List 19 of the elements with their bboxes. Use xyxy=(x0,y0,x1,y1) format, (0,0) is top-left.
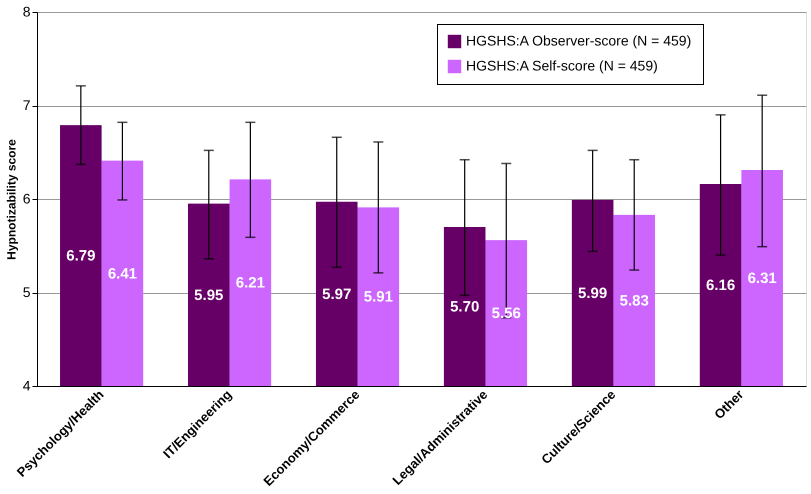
data-label: 5.83 xyxy=(620,292,649,310)
y-tick-label: 4 xyxy=(22,378,31,394)
legend-label: HGSHS:A Self-score (N = 459) xyxy=(466,58,658,74)
data-label: 5.97 xyxy=(322,286,352,303)
y-tick-label: 5 xyxy=(22,284,31,300)
data-label: 5.95 xyxy=(194,286,224,304)
legend-label: HGSHS:A Observer-score (N = 459) xyxy=(466,32,692,48)
data-label: 5.70 xyxy=(450,298,480,316)
y-tick-label: 6 xyxy=(22,190,31,206)
y-tick-label: 7 xyxy=(22,97,31,113)
data-label: 6.41 xyxy=(108,265,138,282)
y-axis-title: Hypnotizability score xyxy=(4,138,19,260)
data-label: 6.31 xyxy=(748,270,777,288)
data-label: 5.99 xyxy=(578,284,608,302)
y-tick-label: 8 xyxy=(22,4,31,20)
data-label: 6.79 xyxy=(66,248,96,265)
data-label: 6.21 xyxy=(236,274,265,292)
data-label: 6.16 xyxy=(706,277,736,294)
data-label: 5.91 xyxy=(364,288,393,306)
